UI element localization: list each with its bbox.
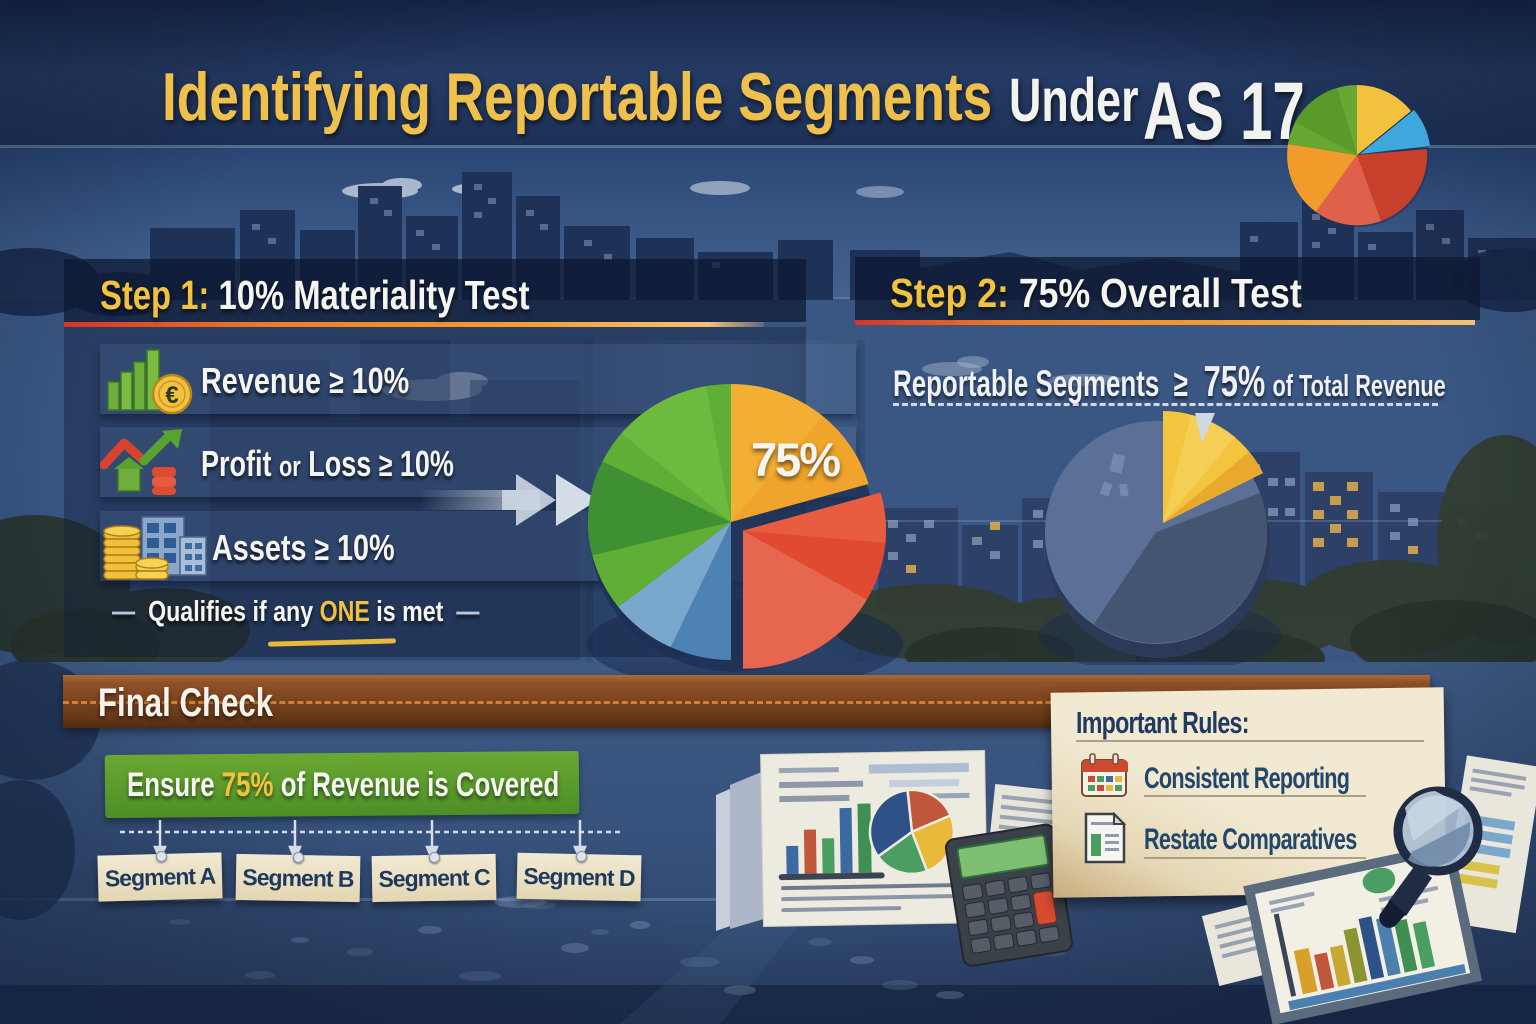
svg-text:€: €: [165, 382, 178, 409]
svg-text:75%: 75%: [751, 433, 840, 486]
